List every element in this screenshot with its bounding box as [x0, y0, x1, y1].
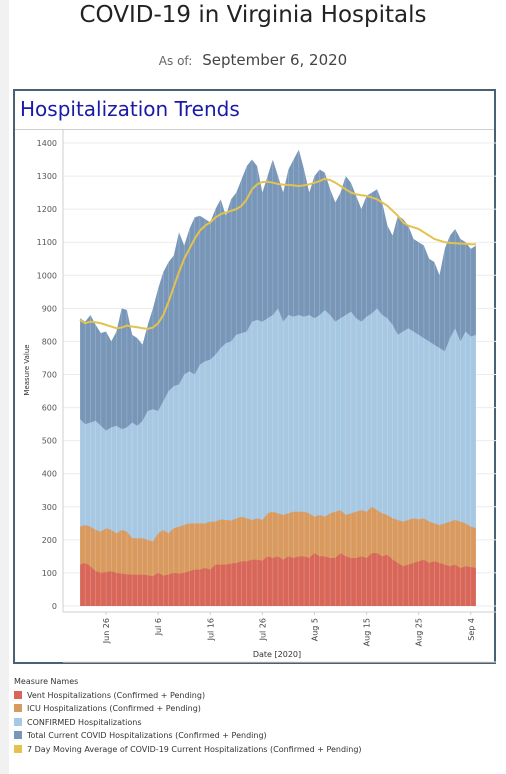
as-of-label: As of: [158, 54, 193, 68]
panel-title: Hospitalization Trends [20, 97, 240, 121]
chart-area-series [80, 149, 476, 607]
legend-item[interactable]: Total Current COVID Hospitalizations (Co… [14, 729, 362, 743]
vent-area [80, 553, 476, 606]
legend-items: Vent Hospitalizations (Confirmed + Pendi… [14, 689, 362, 757]
legend-label: Total Current COVID Hospitalizations (Co… [27, 731, 267, 740]
x-tick-label: Aug 25 [415, 618, 424, 646]
x-tick-label: Jul 16 [206, 618, 215, 641]
hospitalization-trends-panel: Hospitalization Trends [13, 89, 496, 664]
legend-swatch [14, 744, 22, 753]
y-tick-label: 1100 [37, 238, 57, 247]
x-axis-label: Date [2020] [253, 650, 301, 659]
legend-swatch [14, 704, 22, 712]
y-tick-label: 700 [42, 371, 57, 380]
chart-moving-average [79, 177, 476, 330]
legend-swatch [14, 731, 22, 739]
legend-label: 7 Day Moving Average of COVID-19 Current… [27, 744, 362, 754]
x-tick-label: Jun 26 [102, 618, 111, 644]
legend-item[interactable]: 7 Day Moving Average of COVID-19 Current… [14, 743, 362, 757]
legend-label: Vent Hospitalizations (Confirmed + Pendi… [27, 690, 206, 700]
x-tick-label: Aug 15 [363, 618, 372, 646]
chart-day-dividers [79, 149, 477, 606]
y-tick-label: 400 [42, 470, 57, 479]
x-tick-label: Sep 4 [467, 618, 476, 641]
legend-item[interactable]: Vent Hospitalizations (Confirmed + Pendi… [14, 689, 362, 703]
legend-item[interactable]: ICU Hospitalizations (Confirmed + Pendin… [14, 702, 362, 716]
legend-title: Measure Names [14, 677, 79, 686]
y-tick-label: 900 [42, 304, 57, 313]
chart-axes: 0 100 200 300 400 500 600 700 800 900 1000 1100 1200… [37, 129, 496, 663]
legend-swatch [14, 717, 22, 726]
y-tick-label: 100 [42, 569, 57, 578]
legend-label: CONFIRMED Hospitalizations [27, 717, 142, 727]
y-tick-label: 1300 [37, 172, 57, 181]
y-tick-label: 1200 [37, 205, 57, 214]
as-of-line: As of: September 6, 2020 [0, 51, 506, 69]
panel-title-divider [15, 129, 494, 130]
legend-item[interactable]: CONFIRMED Hospitalizations [14, 716, 362, 730]
as-of-date: September 6, 2020 [202, 51, 348, 69]
legend-swatch [14, 690, 22, 699]
moving-average-line [79, 177, 476, 330]
y-tick-label: 200 [42, 536, 57, 545]
y-tick-label: 800 [42, 337, 57, 346]
y-tick-label: 300 [42, 503, 57, 512]
x-tick-label: Aug 5 [310, 618, 319, 641]
left-edge-strip [0, 0, 9, 774]
x-tick-label: Jul 26 [258, 618, 267, 641]
y-tick-label: 0 [52, 602, 57, 611]
x-tick-label: Jul 6 [154, 618, 163, 636]
y-tick-label: 600 [42, 404, 57, 413]
page-title: COVID-19 in Virginia Hospitals [79, 2, 427, 28]
y-tick-label: 1400 [37, 139, 57, 148]
legend-label: ICU Hospitalizations (Confirmed + Pendin… [27, 704, 201, 713]
y-tick-label: 500 [42, 437, 57, 446]
chart-legend: Measure Names Vent Hospitalizations (Con… [14, 675, 362, 756]
y-tick-label: 1000 [37, 271, 57, 280]
y-axis-label: Measure Value [23, 344, 31, 395]
